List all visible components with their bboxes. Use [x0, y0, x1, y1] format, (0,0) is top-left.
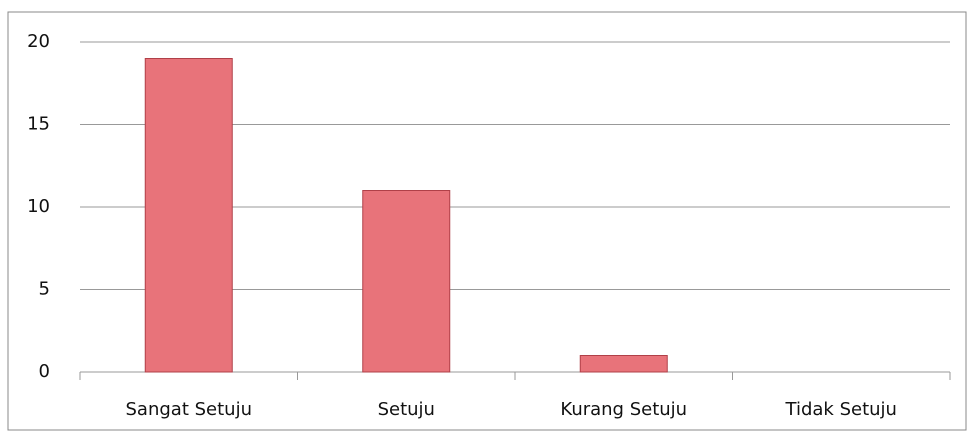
y-tick-label: 15	[27, 114, 50, 135]
x-tick-label: Kurang Setuju	[560, 399, 687, 420]
y-tick-label: 20	[27, 31, 50, 52]
chart-border	[7, 11, 967, 431]
bar	[362, 190, 451, 373]
x-tick-label: Setuju	[378, 399, 435, 420]
bar	[579, 355, 668, 373]
bar	[144, 58, 233, 373]
y-tick-label: 0	[39, 361, 50, 382]
x-tick-label: Sangat Setuju	[126, 399, 252, 420]
y-tick-label: 5	[39, 279, 50, 300]
x-tick-label: Tidak Setuju	[785, 399, 897, 420]
y-tick-label: 10	[27, 196, 50, 217]
